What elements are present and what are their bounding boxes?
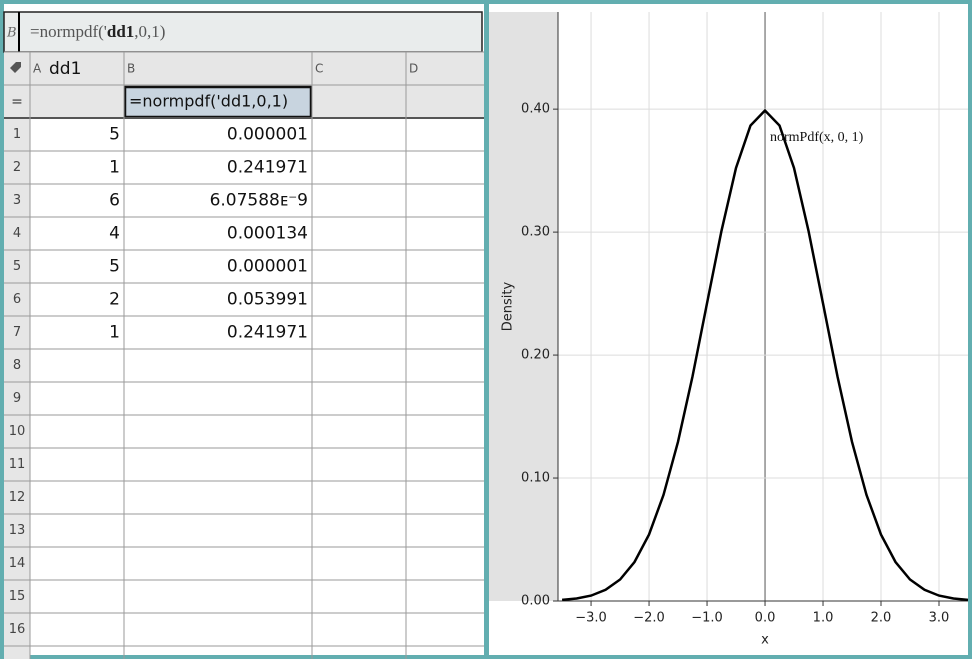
formula-cell: =normpdf('dd1,0,1) [129,92,288,111]
x-axis-label: x [761,633,769,648]
entry-formula: =normpdf('dd1,0,1) [30,22,165,41]
cell-b: 0.000001 [227,257,308,277]
cell-a: 6 [109,191,120,211]
row-header-column [4,118,30,659]
cell-a: 5 [109,125,120,145]
sheet: B =normpdf('dd1,0,1)=A dd1 B C D=normpdf('dd1… [4,22,484,659]
formula-part: ,0,1) [134,22,165,41]
y-axis-label: Density [501,281,516,331]
row-number: 10 [9,424,26,439]
formula-part: =normpdf(' [30,22,107,41]
column-letter: D [409,62,418,76]
graph: −3.0 −2.0 −1.0 0.0 1.0 2.0 3.0 0.00 0.10 0.20 0.30… [489,12,968,648]
axis-margin [489,12,558,601]
cell-a: 5 [109,257,120,277]
row-number: 2 [13,160,21,175]
column-name: dd1 [49,59,81,79]
row-number: 14 [9,556,26,571]
column-letter: C [315,62,323,76]
row-number: 7 [13,325,21,340]
y-tick-label: 0.00 [521,594,550,609]
y-tick-label: 0.40 [521,102,550,117]
cell-b: 0.000001 [227,125,308,145]
row-number: 16 [9,622,26,637]
row-number: 9 [13,391,21,406]
cell-b: 0.053991 [227,290,308,310]
cell-a: 2 [109,290,120,310]
x-tick-label: −3.0 [575,611,607,626]
x-tick-label: 1.0 [813,611,834,626]
entry-cell: B [6,26,17,41]
cell-a: 1 [109,323,120,343]
x-tick-label: 0.0 [755,611,776,626]
row-number: 1 [13,127,21,142]
cell-b: 0.241971 [227,158,308,178]
tag-icon [10,62,21,73]
row-number: 13 [9,523,26,538]
plot-area [558,12,968,601]
annotation: normPdf(x, 0, 1) [770,130,864,145]
column-letter: B [127,62,135,76]
x-tick-label: −2.0 [633,611,665,626]
x-tick-label: −1.0 [691,611,723,626]
row-number: 8 [13,358,21,373]
cell-a: 1 [109,158,120,178]
formula-marker: = [11,94,23,110]
entry-line[interactable] [3,11,483,53]
x-tick-label: 3.0 [929,611,950,626]
row-number: 15 [9,589,26,604]
y-tick-label: 0.30 [521,225,550,240]
row-number: 4 [13,226,21,241]
row-number: 5 [13,259,21,274]
cell-b: 0.000134 [227,224,308,244]
row-number: 12 [9,490,26,505]
row-number: 6 [13,292,21,307]
selected-cell [123,85,313,119]
cell-a: 4 [109,224,120,244]
curve [561,108,968,601]
column-letter: A [33,62,42,76]
y-tick-label: 0.20 [521,348,550,363]
formula-part: dd1 [107,22,134,41]
row-number: 11 [9,457,26,472]
cell-b: 0.241971 [227,323,308,343]
y-tick-label: 0.10 [521,471,550,486]
x-tick-label: 2.0 [871,611,892,626]
cell-b: 6.07588ᴇ⁻9 [210,191,308,211]
row-number: 3 [13,193,21,208]
